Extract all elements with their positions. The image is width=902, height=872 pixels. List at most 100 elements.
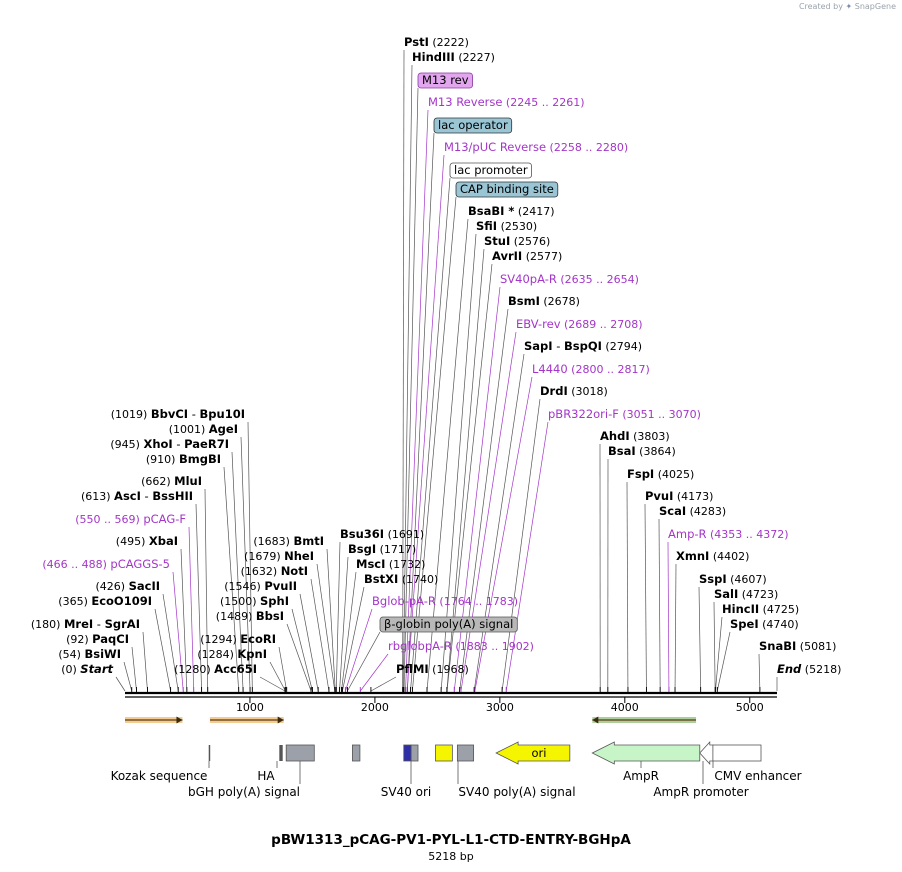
site-name: Amp-R (668, 527, 707, 541)
site-name: SacII (129, 579, 160, 593)
site-m13-puc-reverse: M13/pUC Reverse (2258 .. 2280) (444, 140, 628, 154)
site-name: Bglob-pA-R (372, 594, 436, 608)
leader-pvuii (299, 593, 319, 692)
site-name: M13/pUC Reverse (444, 140, 546, 154)
orf-arrows (125, 716, 697, 724)
leader-hindiii (402, 64, 413, 692)
site-position: (4283) (686, 505, 726, 518)
site-sali: SalI (4723) (714, 587, 778, 601)
site-position: (1883 .. 1902) (452, 640, 534, 653)
leader-pflmi (370, 676, 397, 692)
feature-label-m13-rev: M13 rev (422, 73, 469, 87)
site-name: StuI (484, 234, 510, 248)
site-name: AhdI (600, 429, 630, 443)
site-name: BsmI (508, 294, 540, 308)
site-name: SspI (699, 572, 727, 586)
site-pbr322ori-f: pBR322ori-F (3051 .. 3070) (548, 407, 701, 421)
site-name: BmgBI (179, 452, 221, 466)
site-pvuii: (1546) PvuII (224, 579, 297, 593)
site-name: pCAGGS-5 (110, 557, 170, 571)
site-sspi: SspI (4607) (699, 572, 767, 586)
leader-rbglobpa-r (360, 653, 389, 692)
site-position: (466 .. 488) (42, 558, 110, 571)
site-position: (4025) (654, 468, 694, 481)
axis-tick-label: 3000 (486, 701, 514, 714)
site-position: (1284) (197, 648, 237, 661)
feature-label-sv40-ori: SV40 ori (381, 785, 432, 799)
site-position: (2794) (602, 340, 642, 353)
site-hincii: HincII (4725) (722, 602, 799, 616)
leader-drdi (501, 398, 541, 692)
feature-label-ori: ori (531, 746, 546, 760)
axis-tick-label: 1000 (236, 701, 264, 714)
feature-box-cap-binding-site (455, 181, 559, 198)
site-name: Bsu36I (340, 527, 384, 541)
leader-msci (341, 571, 357, 692)
site-name: EcoO109I (91, 594, 152, 608)
leader-bmgbi (223, 466, 240, 692)
feature-ha (279, 745, 283, 761)
site-hindiii: HindIII (2227) (412, 50, 495, 64)
leader-sali (713, 601, 716, 692)
site-position: (2689 .. 2708) (561, 318, 643, 331)
site-position: (1019) (111, 408, 151, 421)
leader-sacii (162, 593, 179, 692)
orf-arrowhead (277, 716, 284, 724)
site-xmni: XmnI (4402) (676, 549, 749, 563)
site-name: BsaBI * (468, 204, 514, 218)
leader-m13-rev (403, 87, 419, 692)
site-name: BstXI (364, 572, 398, 586)
feature-ampr-promoter (699, 740, 714, 766)
site-sacii: (426) SacII (96, 579, 161, 593)
axis-tick-label: 5000 (736, 701, 764, 714)
site-name: AvrII (492, 249, 522, 263)
feature-sv40-ori (403, 744, 412, 762)
site-name: Acc65I (214, 662, 257, 676)
site-position: (5081) (796, 640, 836, 653)
site-position: (4173) (673, 490, 713, 503)
site-position: (4725) (759, 603, 799, 616)
site-position: (2227) (455, 51, 495, 64)
feature-track: Kozak sequence HA bGH poly(A) signal SV40 o… (111, 740, 802, 799)
leader-xmni (674, 563, 677, 692)
site-bsiwi: (54) BsiWI (58, 647, 121, 661)
feature-label-ha: HA (257, 769, 275, 783)
site-position: (4723) (738, 588, 778, 601)
credit-line: Created by ✦ SnapGene (799, 2, 896, 11)
feature-label--globin-poly-a-signal: β-globin poly(A) signal (384, 617, 513, 631)
site-position: (1500) (220, 595, 260, 608)
site-avrii: AvrII (2577) (492, 249, 562, 263)
leader-psti (402, 49, 405, 692)
site-name: PvuI (645, 489, 673, 503)
feature-label-bgh-poly-a-signal: bGH poly(A) signal (188, 785, 300, 799)
site-name-alt: BspQI (564, 339, 602, 353)
credit-brand: SnapGene (854, 2, 896, 11)
site-bmgbi: (910) BmgBI (146, 452, 221, 466)
leader-pcaggs-5 (172, 571, 184, 692)
site-position: (2222) (429, 36, 469, 49)
leader-bglob-pa-r (345, 608, 373, 692)
site-name: End (777, 662, 802, 676)
site-position: (3803) (630, 430, 670, 443)
site-name: L4440 (532, 362, 568, 376)
leader-paqci (131, 646, 137, 692)
site-sfii: SfiI (2530) (476, 219, 537, 233)
site-bglob-pa-r: Bglob-pA-R (1764 .. 1783) (372, 594, 518, 608)
plasmid-title: pBW1313_pCAG-PV1-PYL-L1-CTD-ENTRY-BGHpA (271, 832, 631, 848)
leader-ecoo109i (154, 608, 171, 692)
leader-lac-promoter (410, 177, 451, 692)
feature-box-lac-operator (433, 117, 513, 134)
site-name: SfiI (476, 219, 497, 233)
feature-label-kozak-sequence: Kozak sequence (111, 769, 208, 783)
leader-xbai (180, 548, 188, 692)
leader-pbr322ori-f (505, 421, 549, 692)
site-labels: PstI (2222)HindIII (2227) M13 rev M13 Reve… (31, 35, 841, 676)
feature-ori (495, 741, 571, 765)
site-position: (2635 .. 2654) (557, 273, 639, 286)
leader-sspi (698, 586, 702, 692)
site-bstxi: BstXI (1740) (364, 572, 438, 586)
site-name: HindIII (412, 50, 455, 64)
site-position: (92) (66, 633, 92, 646)
site-name: SapI (524, 339, 553, 353)
leader-bbsi (286, 623, 312, 692)
